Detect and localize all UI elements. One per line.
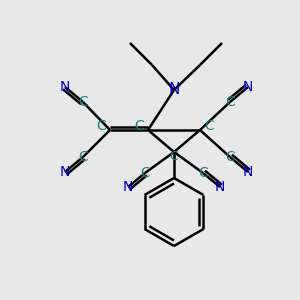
Text: N: N: [60, 80, 70, 94]
Text: C: C: [78, 95, 88, 109]
Text: C: C: [96, 119, 106, 133]
Text: C: C: [140, 166, 150, 180]
Text: N: N: [243, 165, 253, 179]
Text: C: C: [169, 149, 178, 163]
Text: N: N: [243, 80, 253, 94]
Text: N: N: [168, 82, 180, 98]
Text: C: C: [198, 166, 208, 180]
Text: C: C: [225, 150, 235, 164]
Text: N: N: [215, 180, 225, 194]
Text: C: C: [225, 95, 235, 109]
Text: N: N: [60, 165, 70, 179]
Text: N: N: [123, 180, 133, 194]
Text: C: C: [78, 150, 88, 164]
Text: C: C: [204, 119, 214, 133]
Text: C: C: [134, 119, 144, 133]
